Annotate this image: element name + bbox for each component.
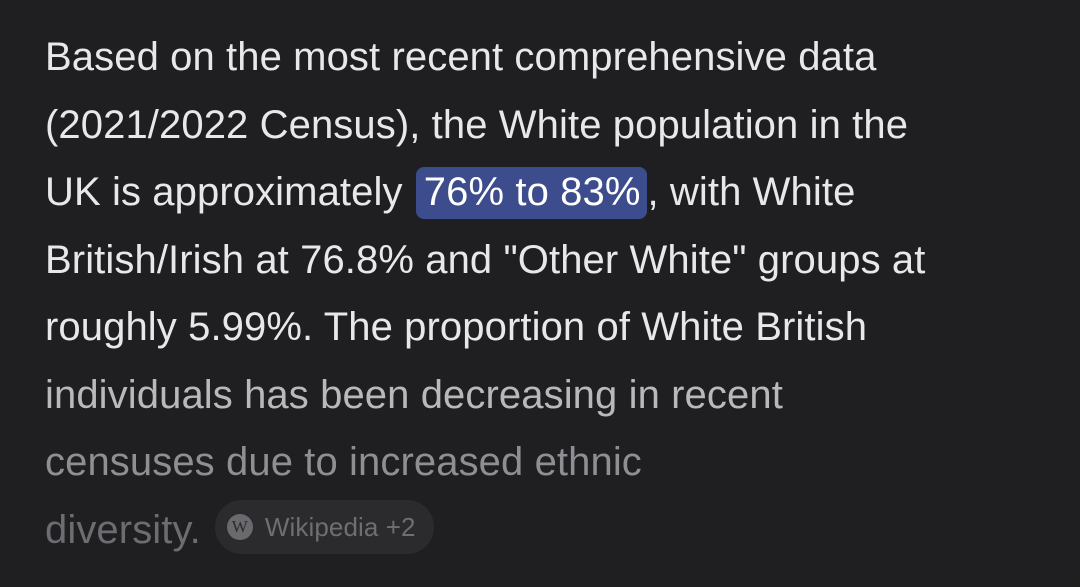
answer-text-segment: UK is approximately (45, 170, 414, 214)
source-chip[interactable]: W Wikipedia +2 (214, 499, 434, 554)
answer-line: roughly 5.99%. The proportion of White B… (45, 305, 868, 349)
source-chip-label: Wikipedia +2 (264, 511, 416, 542)
answer-line: Based on the most recent comprehensive d… (45, 35, 877, 79)
ai-answer-text: Based on the most recent comprehensive d… (45, 24, 1050, 564)
answer-text-segment: diversity. (45, 507, 201, 552)
answer-line: (2021/2022 Census), the White population… (45, 102, 909, 147)
answer-line: British/Irish at 76.8% and "Other White"… (45, 237, 926, 282)
answer-line: UK is approximately 76% to 83%, with Whi… (45, 159, 1050, 227)
wikipedia-icon: W (226, 513, 253, 540)
answer-line: individuals has been decreasing in recen… (45, 372, 783, 417)
answer-line: diversity. W Wikipedia +2 (45, 497, 1050, 565)
answer-text-segment: , with White (647, 170, 856, 214)
highlighted-answer[interactable]: 76% to 83% (415, 167, 647, 219)
answer-line: censuses due to increased ethnic (45, 440, 642, 484)
